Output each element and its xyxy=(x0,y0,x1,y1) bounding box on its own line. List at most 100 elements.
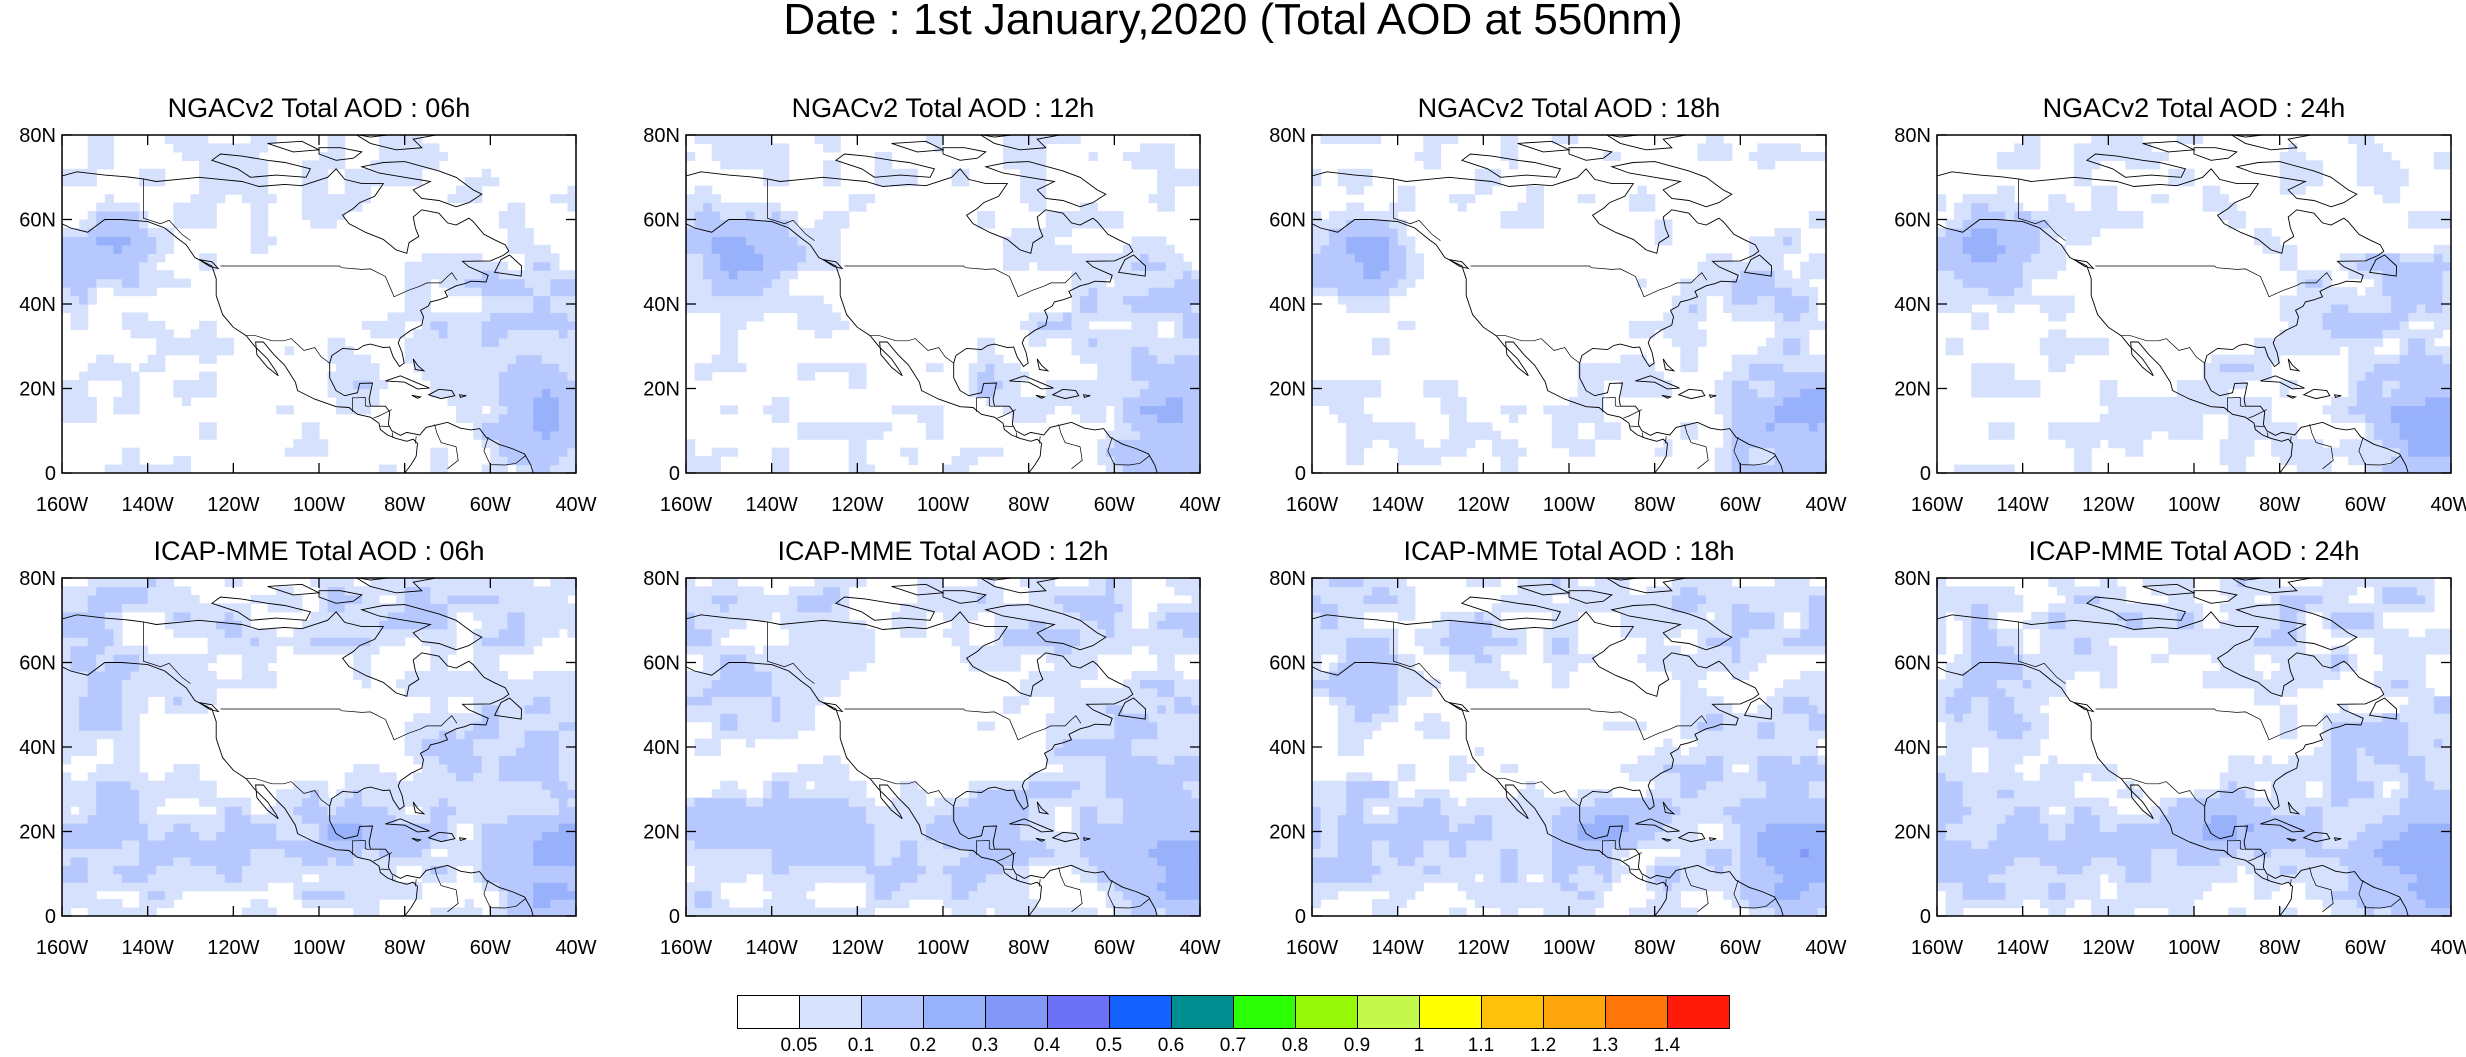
lon-tick-label: 160W xyxy=(660,937,712,959)
colorbar-label: 0.1 xyxy=(848,1035,874,1057)
lat-tick-label: 60N xyxy=(1269,210,1306,232)
island-outline xyxy=(1679,389,1705,398)
lon-tick-label: 40W xyxy=(1179,494,1220,516)
panel-title: NGACv2 Total AOD : 12h xyxy=(686,93,1200,124)
colorbar-swatch xyxy=(799,995,862,1029)
lon-tick-label: 120W xyxy=(207,494,259,516)
colorbar-label: 1.3 xyxy=(1592,1035,1618,1057)
island-outline xyxy=(268,141,319,152)
lon-tick-label: 120W xyxy=(1457,937,1509,959)
colorbar-swatch xyxy=(1171,995,1234,1029)
lon-tick-label: 120W xyxy=(831,494,883,516)
colorbar-label: 0.8 xyxy=(1282,1035,1308,1057)
lon-tick-label: 140W xyxy=(1372,494,1424,516)
lon-tick-label: 80W xyxy=(1008,937,1049,959)
lon-tick-label: 80W xyxy=(1008,494,1049,516)
lon-tick-label: 80W xyxy=(384,937,425,959)
aod-field xyxy=(62,135,577,474)
colorbar-label: 0.05 xyxy=(781,1035,818,1057)
island-outline xyxy=(412,395,421,398)
country-border xyxy=(870,336,954,363)
lat-tick-label: 20N xyxy=(1269,822,1306,844)
lat-tick-label: 0 xyxy=(1295,463,1306,485)
lon-tick-label: 40W xyxy=(1179,937,1220,959)
colorbar-swatch xyxy=(1605,995,1668,1029)
panel-title: ICAP-MME Total AOD : 18h xyxy=(1312,536,1826,567)
lon-tick-label: 140W xyxy=(122,937,174,959)
lon-tick-label: 160W xyxy=(1286,937,1338,959)
lon-tick-label: 80W xyxy=(2259,937,2300,959)
colorbar-swatch xyxy=(861,995,924,1029)
lat-tick-label: 0 xyxy=(45,463,56,485)
lat-tick-label: 60N xyxy=(643,210,680,232)
colorbar-label: 0.2 xyxy=(910,1035,936,1057)
lon-tick-label: 140W xyxy=(1997,937,2049,959)
lon-tick-label: 120W xyxy=(207,937,259,959)
lat-tick-label: 40N xyxy=(19,294,56,316)
lon-tick-label: 40W xyxy=(1805,494,1846,516)
island-outline xyxy=(1037,359,1048,371)
figure-title: Date : 1st January,2020 (Total AOD at 55… xyxy=(0,0,2466,44)
lat-tick-label: 40N xyxy=(1269,737,1306,759)
lat-tick-label: 0 xyxy=(1295,906,1306,928)
lat-tick-label: 40N xyxy=(1894,294,1931,316)
island-outline xyxy=(943,148,986,161)
island-outline xyxy=(2194,148,2237,161)
country-border xyxy=(2121,336,2205,363)
island-outline xyxy=(2288,359,2299,371)
lat-tick-label: 20N xyxy=(643,379,680,401)
lat-tick-label: 20N xyxy=(1269,379,1306,401)
aod-field xyxy=(686,135,1201,474)
lon-tick-label: 60W xyxy=(1720,494,1761,516)
colorbar-swatch xyxy=(923,995,986,1029)
lat-tick-label: 0 xyxy=(1920,463,1931,485)
lon-tick-label: 60W xyxy=(470,494,511,516)
island-outline xyxy=(960,129,1011,137)
lon-tick-label: 60W xyxy=(2345,494,2386,516)
colorbar-swatch xyxy=(1295,995,1358,1029)
lat-tick-label: 80N xyxy=(1894,568,1931,590)
aod-field xyxy=(1937,135,2452,474)
lat-tick-label: 40N xyxy=(1894,737,1931,759)
lon-tick-label: 40W xyxy=(555,937,596,959)
colorbar-label: 0.6 xyxy=(1158,1035,1184,1057)
colorbar-swatch xyxy=(1233,995,1296,1029)
aod-field xyxy=(686,578,1201,917)
lon-tick-label: 140W xyxy=(1997,494,2049,516)
lat-tick-label: 60N xyxy=(1894,653,1931,675)
lon-tick-label: 120W xyxy=(2082,937,2134,959)
lon-tick-label: 80W xyxy=(1634,937,1675,959)
lat-tick-label: 40N xyxy=(643,737,680,759)
colorbar-label: 0.4 xyxy=(1034,1035,1060,1057)
lon-tick-label: 60W xyxy=(1094,937,1135,959)
panel-title: ICAP-MME Total AOD : 24h xyxy=(1937,536,2451,567)
colorbar-label: 1.4 xyxy=(1654,1035,1680,1057)
lon-tick-label: 160W xyxy=(1911,937,1963,959)
lon-tick-label: 60W xyxy=(2345,937,2386,959)
panel-title: NGACv2 Total AOD : 06h xyxy=(62,93,576,124)
lat-tick-label: 80N xyxy=(1894,125,1931,147)
panel-title: ICAP-MME Total AOD : 06h xyxy=(62,536,576,567)
lon-tick-label: 40W xyxy=(2430,937,2466,959)
lon-tick-label: 140W xyxy=(746,937,798,959)
colorbar-label: 0.3 xyxy=(972,1035,998,1057)
colorbar-label: 0.9 xyxy=(1344,1035,1370,1057)
island-outline xyxy=(2211,572,2262,580)
lon-tick-label: 160W xyxy=(1911,494,1963,516)
lat-tick-label: 20N xyxy=(1894,822,1931,844)
colorbar-label: 1.1 xyxy=(1468,1035,1494,1057)
lon-tick-label: 100W xyxy=(293,494,345,516)
country-border xyxy=(1059,424,1083,468)
panel-title: NGACv2 Total AOD : 24h xyxy=(1937,93,2451,124)
